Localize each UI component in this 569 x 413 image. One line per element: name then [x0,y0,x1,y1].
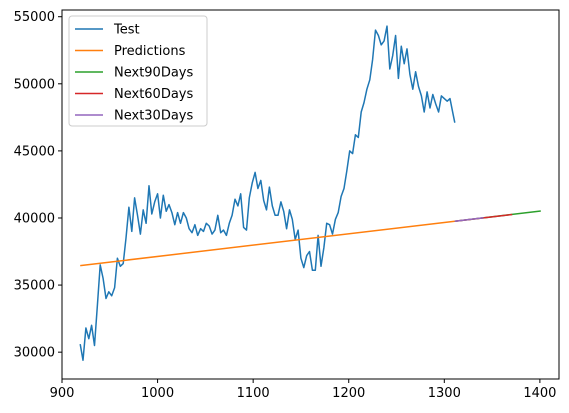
legend-box [68,15,208,127]
x-tick-label: 1100 [237,386,270,401]
y-tick-label: 40000 [14,211,55,226]
legend-items: Test Predictions Next90Days Next60Days Next3… [75,23,193,124]
y-tick-label: 45000 [14,144,55,159]
legend: Test Predictions Next90Days Next60Days Next3… [68,15,208,127]
legend-label: Next30Days [114,109,193,124]
y-tick-label: 35000 [14,279,55,294]
plot-lines [79,25,541,361]
y-tick-label: 30000 [14,346,55,361]
series-predictions-line [80,220,455,267]
x-tick-label: 1000 [141,386,174,401]
axes-frame [61,9,560,380]
x-tick-label: 900 [50,386,75,401]
x-tick-label: 1400 [523,386,556,401]
y-tick-label: 50000 [14,77,55,92]
series-next30days-line [454,217,484,223]
legend-label: Next60Days [114,87,193,102]
legend-label: Predictions [114,44,186,59]
y-tick-label: 55000 [14,10,55,25]
legend-label: Next90Days [114,66,193,81]
y-axis: 30000 35000 40000 45000 50000 55000 [14,10,62,361]
x-axis: 900 1000 1100 1200 1300 1400 [50,379,556,401]
x-tick-label: 1300 [428,386,461,401]
x-tick-label: 1200 [332,386,365,401]
legend-label: Test [113,23,140,38]
series-test-line [79,25,456,361]
